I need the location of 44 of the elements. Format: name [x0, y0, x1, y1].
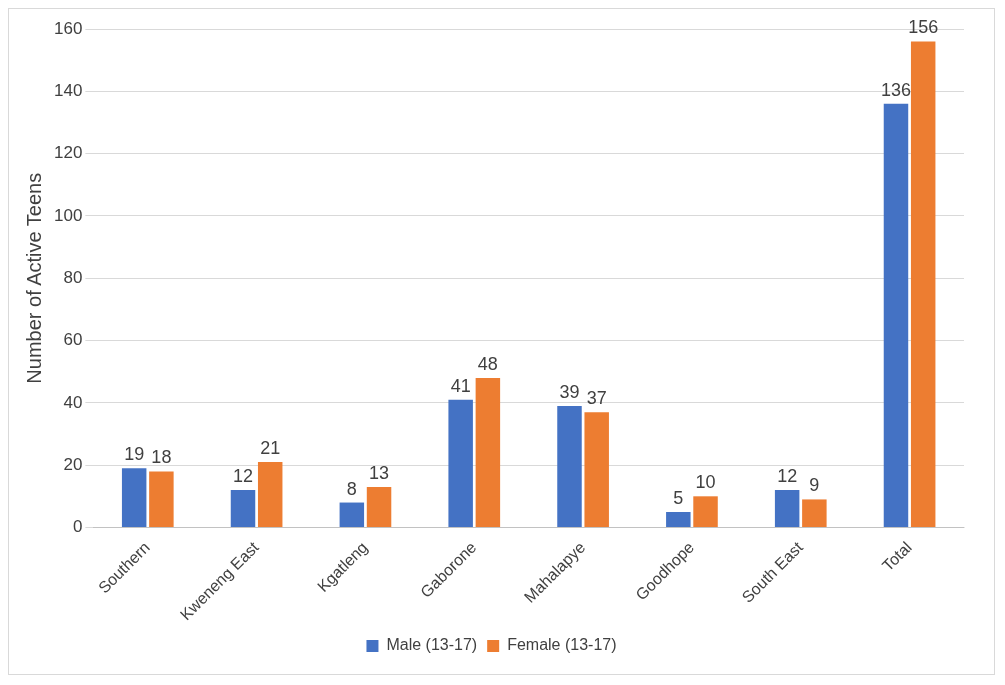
legend-label: Male (13-17)	[386, 636, 478, 654]
data-label: 48	[477, 353, 498, 374]
data-label: 13	[369, 462, 390, 483]
data-label: 18	[151, 447, 172, 468]
bar	[584, 412, 609, 527]
bar	[557, 405, 582, 527]
bar	[475, 377, 501, 527]
bar	[366, 486, 392, 527]
y-tick-label: 160	[53, 18, 83, 38]
y-tick-label: 40	[63, 392, 83, 412]
bar	[774, 490, 800, 527]
bar	[693, 496, 718, 527]
data-label: 39	[559, 381, 580, 402]
bar	[121, 468, 147, 527]
bar	[149, 471, 174, 527]
bar	[666, 511, 691, 527]
bar	[883, 103, 909, 527]
data-label: 8	[346, 478, 357, 499]
bar	[448, 399, 473, 527]
y-tick-label: 80	[63, 267, 83, 287]
data-label: 156	[908, 17, 939, 38]
data-label: 5	[673, 487, 684, 508]
bar	[339, 502, 365, 527]
y-tick-label: 20	[63, 454, 83, 474]
y-tick-label: 0	[72, 517, 83, 537]
legend-label: Female (13-17)	[507, 636, 617, 654]
data-label: 21	[260, 438, 281, 459]
y-tick-label: 140	[53, 81, 83, 100]
y-tick-label: 100	[53, 205, 83, 225]
data-label: 9	[809, 475, 820, 496]
bar	[230, 490, 256, 527]
data-label: 10	[695, 472, 716, 493]
bar	[802, 499, 827, 527]
y-tick-label: 120	[53, 143, 83, 163]
data-label: 136	[880, 79, 912, 100]
y-axis-title: Number of Active Teens	[22, 172, 45, 384]
data-label: 19	[124, 444, 145, 465]
y-tick-label: 60	[63, 330, 83, 350]
data-label: 12	[777, 466, 798, 487]
bar	[910, 41, 936, 527]
data-label: 41	[450, 375, 471, 396]
data-label: 12	[232, 466, 254, 487]
bar	[257, 462, 283, 527]
data-label: 37	[586, 388, 607, 409]
